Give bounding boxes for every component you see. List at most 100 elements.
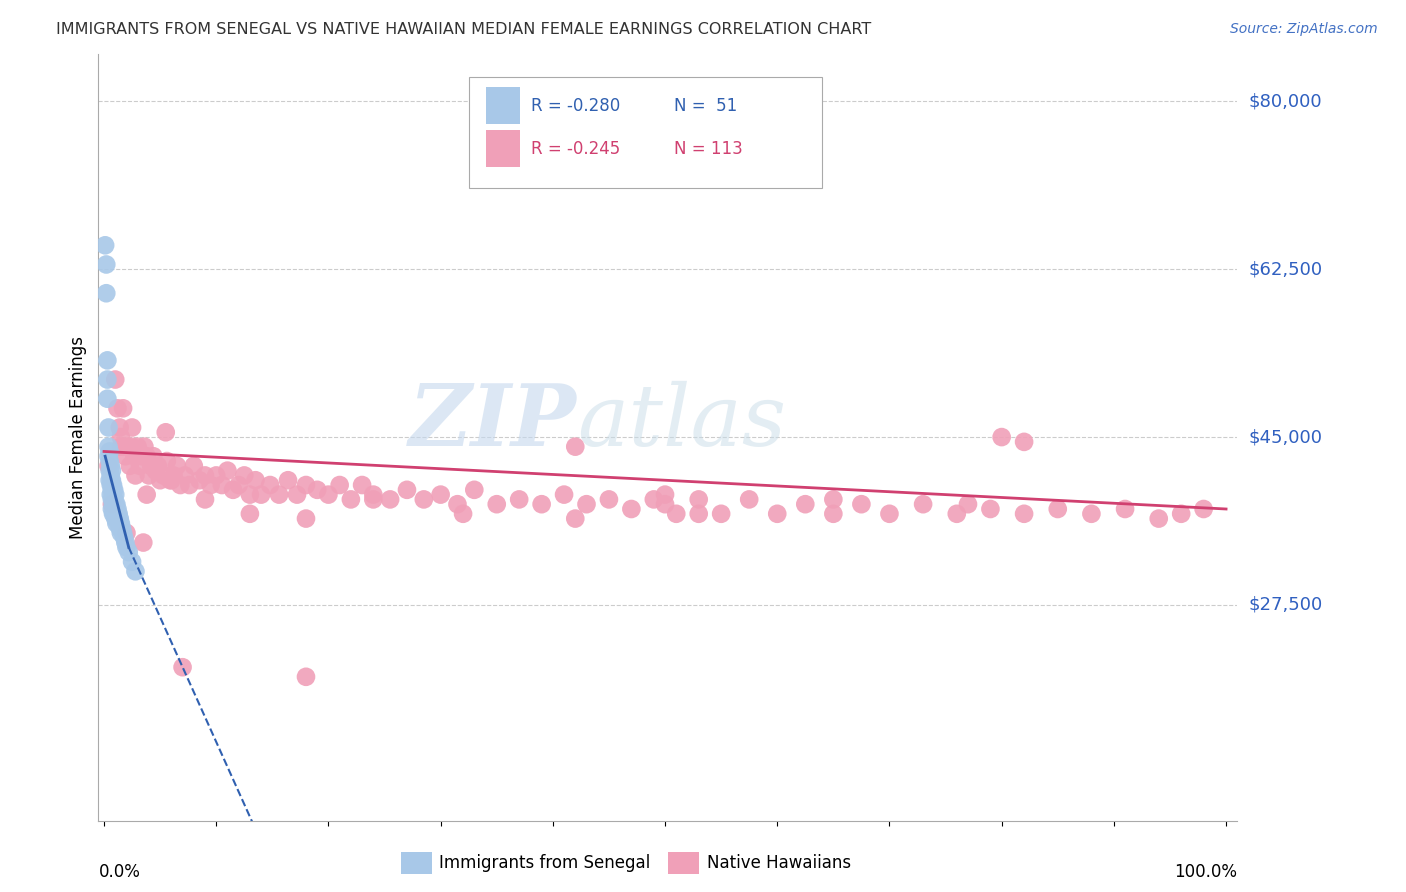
Point: [166, 458, 188, 473]
Point: [104, 497, 127, 511]
FancyBboxPatch shape: [468, 77, 821, 188]
Point: [149, 473, 172, 487]
Text: 100.0%: 100.0%: [1174, 863, 1237, 880]
Point: [110, 516, 132, 531]
Point: [1147, 511, 1170, 525]
Point: [112, 526, 135, 541]
Point: [194, 492, 217, 507]
Point: [363, 492, 385, 507]
Point: [173, 468, 195, 483]
Point: [329, 478, 352, 492]
Point: [665, 507, 688, 521]
Point: [553, 488, 575, 502]
Point: [100, 458, 122, 473]
Point: [188, 473, 211, 487]
Point: [101, 464, 124, 478]
Point: [250, 488, 273, 502]
Point: [115, 526, 138, 541]
Point: [363, 488, 385, 502]
Point: [979, 502, 1001, 516]
Point: [530, 497, 553, 511]
Point: [110, 526, 132, 541]
Point: [245, 473, 267, 487]
Point: [96, 353, 118, 368]
Point: [142, 450, 165, 464]
Point: [127, 440, 149, 454]
Point: [124, 450, 146, 464]
Text: Source: ZipAtlas.com: Source: ZipAtlas.com: [1230, 22, 1378, 37]
Text: ZIP: ZIP: [409, 380, 576, 464]
Point: [688, 507, 710, 521]
Point: [100, 468, 122, 483]
Point: [96, 286, 118, 301]
Text: $27,500: $27,500: [1249, 596, 1323, 614]
Point: [101, 502, 124, 516]
Point: [141, 458, 163, 473]
Text: N =  51: N = 51: [673, 96, 737, 115]
Point: [823, 507, 845, 521]
Point: [105, 497, 128, 511]
Point: [105, 516, 128, 531]
Point: [101, 483, 124, 497]
Point: [654, 488, 676, 502]
Point: [159, 473, 181, 487]
Point: [211, 478, 233, 492]
Point: [169, 478, 191, 492]
Point: [277, 473, 299, 487]
Point: [104, 488, 127, 502]
Point: [115, 541, 138, 555]
Text: $80,000: $80,000: [1249, 93, 1322, 111]
FancyBboxPatch shape: [485, 130, 520, 167]
Point: [138, 468, 160, 483]
Point: [98, 444, 121, 458]
Point: [100, 478, 122, 492]
Point: [429, 488, 451, 502]
Point: [100, 488, 122, 502]
Point: [134, 440, 156, 454]
Point: [217, 464, 239, 478]
Point: [97, 440, 120, 454]
Point: [183, 458, 205, 473]
Point: [108, 420, 131, 434]
Point: [104, 373, 127, 387]
Point: [112, 401, 135, 416]
Point: [879, 507, 901, 521]
Point: [131, 450, 153, 464]
Point: [446, 497, 468, 511]
Point: [598, 492, 620, 507]
Point: [851, 497, 873, 511]
Point: [259, 478, 281, 492]
Point: [98, 473, 121, 487]
Point: [318, 488, 340, 502]
Point: [108, 521, 131, 535]
Point: [205, 468, 228, 483]
FancyBboxPatch shape: [485, 87, 520, 124]
Point: [103, 492, 125, 507]
Point: [794, 497, 817, 511]
Point: [97, 458, 120, 473]
Point: [766, 507, 789, 521]
Point: [162, 468, 184, 483]
Point: [990, 430, 1012, 444]
Point: [108, 511, 131, 525]
Point: [194, 468, 217, 483]
Point: [110, 440, 132, 454]
Point: [738, 492, 761, 507]
Point: [643, 492, 665, 507]
Point: [295, 478, 318, 492]
Point: [620, 502, 643, 516]
Text: IMMIGRANTS FROM SENEGAL VS NATIVE HAWAIIAN MEDIAN FEMALE EARNINGS CORRELATION CH: IMMIGRANTS FROM SENEGAL VS NATIVE HAWAII…: [56, 22, 872, 37]
Point: [352, 478, 374, 492]
Point: [160, 473, 183, 487]
Point: [97, 420, 120, 434]
Point: [1012, 507, 1035, 521]
Point: [200, 478, 222, 492]
Point: [98, 464, 121, 478]
Point: [94, 238, 117, 252]
Point: [96, 258, 118, 272]
Point: [564, 511, 586, 525]
Y-axis label: Median Female Earnings: Median Female Earnings: [69, 335, 87, 539]
Point: [1192, 502, 1215, 516]
Point: [114, 535, 136, 549]
Point: [101, 488, 124, 502]
